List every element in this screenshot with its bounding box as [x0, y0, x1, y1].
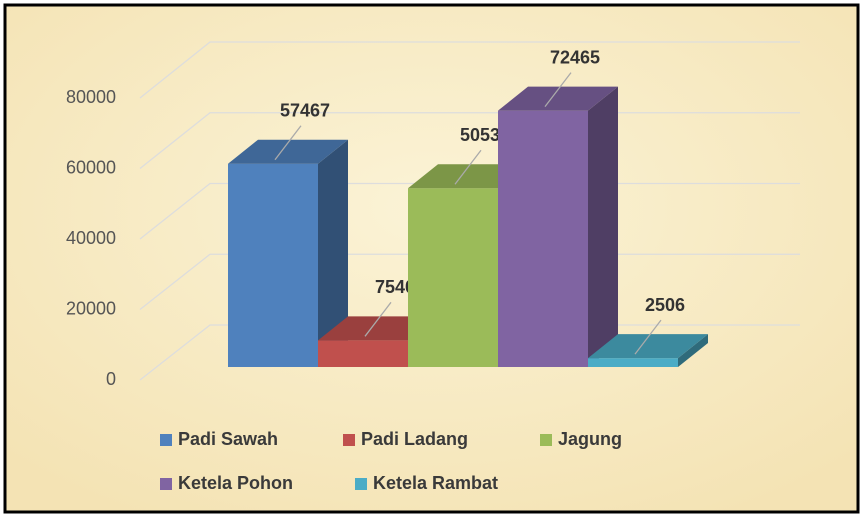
bar-top: [228, 139, 348, 164]
bar-top: [588, 334, 708, 359]
legend-swatch: [160, 478, 172, 490]
legend-swatch: [343, 434, 355, 446]
legend-swatch: [355, 478, 367, 490]
bar-side: [318, 139, 348, 367]
y-tick-label: 20000: [66, 298, 116, 318]
legend-label: Jagung: [558, 429, 622, 449]
legend-label: Padi Ladang: [361, 429, 468, 449]
legend-label: Ketela Pohon: [178, 473, 293, 493]
bar: [408, 188, 498, 367]
y-tick-label: 40000: [66, 228, 116, 248]
leader-line: [634, 319, 662, 355]
legend-swatch: [160, 434, 172, 446]
leader-line: [274, 125, 302, 161]
bar: [318, 340, 408, 367]
legend-label: Ketela Rambat: [373, 473, 498, 493]
bar: [588, 358, 678, 367]
legend-label: Padi Sawah: [178, 429, 278, 449]
leader-line: [364, 301, 392, 337]
legend-swatch: [540, 434, 552, 446]
data-label: 7540: [375, 277, 415, 297]
bar-side: [678, 334, 708, 367]
data-label: 50533: [460, 125, 510, 145]
leader-line: [544, 72, 572, 108]
leader-line: [454, 149, 482, 185]
data-label: 72465: [550, 47, 600, 67]
data-label: 2506: [645, 295, 685, 315]
bar-side: [588, 86, 618, 367]
bar: [498, 110, 588, 367]
bar-top: [498, 86, 618, 111]
y-tick-label: 60000: [66, 157, 116, 177]
y-tick-label: 0: [106, 369, 116, 389]
grid-line: [139, 41, 800, 99]
bar: [228, 163, 318, 367]
data-label: 57467: [280, 100, 330, 120]
y-tick-label: 80000: [66, 87, 116, 107]
